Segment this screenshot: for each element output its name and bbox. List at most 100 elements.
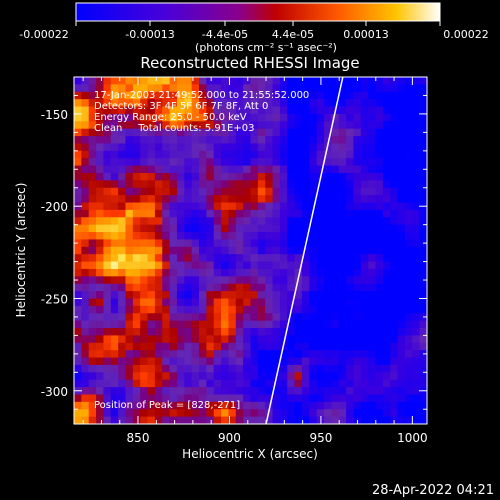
heatmap-cell: [243, 143, 252, 152]
heatmap-cell: [221, 261, 230, 270]
heatmap-cell: [397, 239, 406, 248]
heatmap-cell: [81, 372, 90, 381]
heatmap-cell: [147, 202, 156, 211]
heatmap-cell: [199, 165, 207, 174]
heatmap-cell: [382, 298, 391, 307]
heatmap-cell: [353, 268, 362, 277]
heatmap-cell: [257, 401, 266, 410]
heatmap-cell: [265, 121, 274, 130]
heatmap-cell: [301, 180, 310, 189]
heatmap-cell: [184, 320, 193, 329]
heatmap-cell: [338, 401, 347, 410]
heatmap-cell: [176, 416, 185, 424]
heatmap-cell: [169, 298, 178, 307]
heatmap-cell: [88, 172, 97, 181]
heatmap-cell: [125, 313, 134, 322]
heatmap-cell: [375, 202, 384, 211]
heatmap-cell: [74, 77, 82, 85]
heatmap-cell: [235, 283, 244, 292]
heatmap-cell: [118, 136, 127, 145]
heatmap-cell: [316, 276, 325, 285]
heatmap-cell: [191, 254, 200, 263]
heatmap-cell: [294, 320, 303, 329]
heatmap-cell: [346, 401, 355, 410]
heatmap-cell: [140, 416, 149, 424]
heatmap-cell: [147, 232, 156, 241]
heatmap-cell: [316, 224, 325, 233]
heatmap-cell: [279, 298, 288, 307]
heatmap-cell: [81, 328, 90, 336]
heatmap-cell: [169, 276, 178, 285]
heatmap-cell: [279, 350, 288, 359]
heatmap-cell: [301, 136, 310, 145]
heatmap-cell: [419, 246, 427, 255]
heatmap-cell: [206, 217, 215, 226]
heatmap-cell: [346, 291, 355, 300]
heatmap-cell: [213, 150, 222, 159]
heatmap-cell: [316, 357, 325, 366]
heatmap-cell: [206, 350, 215, 359]
heatmap-cell: [353, 106, 362, 115]
heatmap-cell: [96, 84, 105, 93]
heatmap-cell: [360, 239, 369, 248]
heatmap-cell: [368, 165, 377, 174]
heatmap-cell: [419, 298, 427, 307]
heatmap-cell: [206, 328, 215, 336]
heatmap-cell: [110, 328, 119, 336]
heatmap-cell: [324, 357, 332, 366]
heatmap-cell: [382, 254, 391, 263]
heatmap-cell: [301, 357, 310, 366]
heatmap-cell: [88, 394, 97, 403]
heatmap-cell: [324, 77, 332, 85]
heatmap-cell: [118, 342, 127, 351]
heatmap-cell: [316, 401, 325, 410]
heatmap-cell: [257, 106, 266, 115]
heatmap-cell: [162, 298, 171, 307]
heatmap-cell: [169, 357, 178, 366]
heatmap-cell: [294, 209, 303, 218]
heatmap-cell: [176, 320, 185, 329]
heatmap-cell: [176, 283, 185, 292]
heatmap-cell: [235, 128, 244, 137]
heatmap-cell: [316, 165, 325, 174]
heatmap-cell: [309, 165, 318, 174]
heatmap-cell: [110, 261, 119, 270]
heatmap-cell: [265, 283, 274, 292]
heatmap-cell: [279, 335, 288, 344]
heatmap-cell: [199, 239, 207, 248]
heatmap-cell: [140, 172, 149, 181]
heatmap-cell: [103, 172, 112, 181]
heatmap-cell: [176, 268, 185, 277]
heatmap-cell: [96, 195, 105, 204]
heatmap-cell: [96, 209, 105, 218]
heatmap-cell: [154, 232, 163, 241]
heatmap-cell: [382, 276, 391, 285]
heatmap-cell: [294, 99, 303, 108]
heatmap-cell: [140, 276, 149, 285]
heatmap-cell: [287, 298, 296, 307]
heatmap-cell: [125, 350, 134, 359]
heatmap-cell: [287, 335, 296, 344]
heatmap-cell: [294, 84, 303, 93]
heatmap-cell: [103, 409, 112, 418]
heatmap-cell: [346, 195, 355, 204]
heatmap-cell: [74, 328, 82, 336]
heatmap-cell: [162, 335, 171, 344]
heatmap-cell: [162, 394, 171, 403]
heatmap-cell: [147, 416, 156, 424]
heatmap-cell: [390, 342, 399, 351]
heatmap-cell: [301, 328, 310, 336]
heatmap-cell: [96, 350, 105, 359]
heatmap-cell: [294, 246, 303, 255]
x-tick-label-850: 850: [127, 431, 150, 445]
heatmap-cell: [191, 305, 200, 314]
heatmap-cell: [243, 335, 252, 344]
heatmap-image: [74, 77, 427, 424]
heatmap-cell: [279, 246, 288, 255]
heatmap-cell: [360, 84, 369, 93]
heatmap-cell: [96, 121, 105, 130]
heatmap-cell: [206, 364, 215, 373]
heatmap-cell: [353, 99, 362, 108]
heatmap-cell: [294, 158, 303, 167]
heatmap-cell: [412, 261, 421, 270]
